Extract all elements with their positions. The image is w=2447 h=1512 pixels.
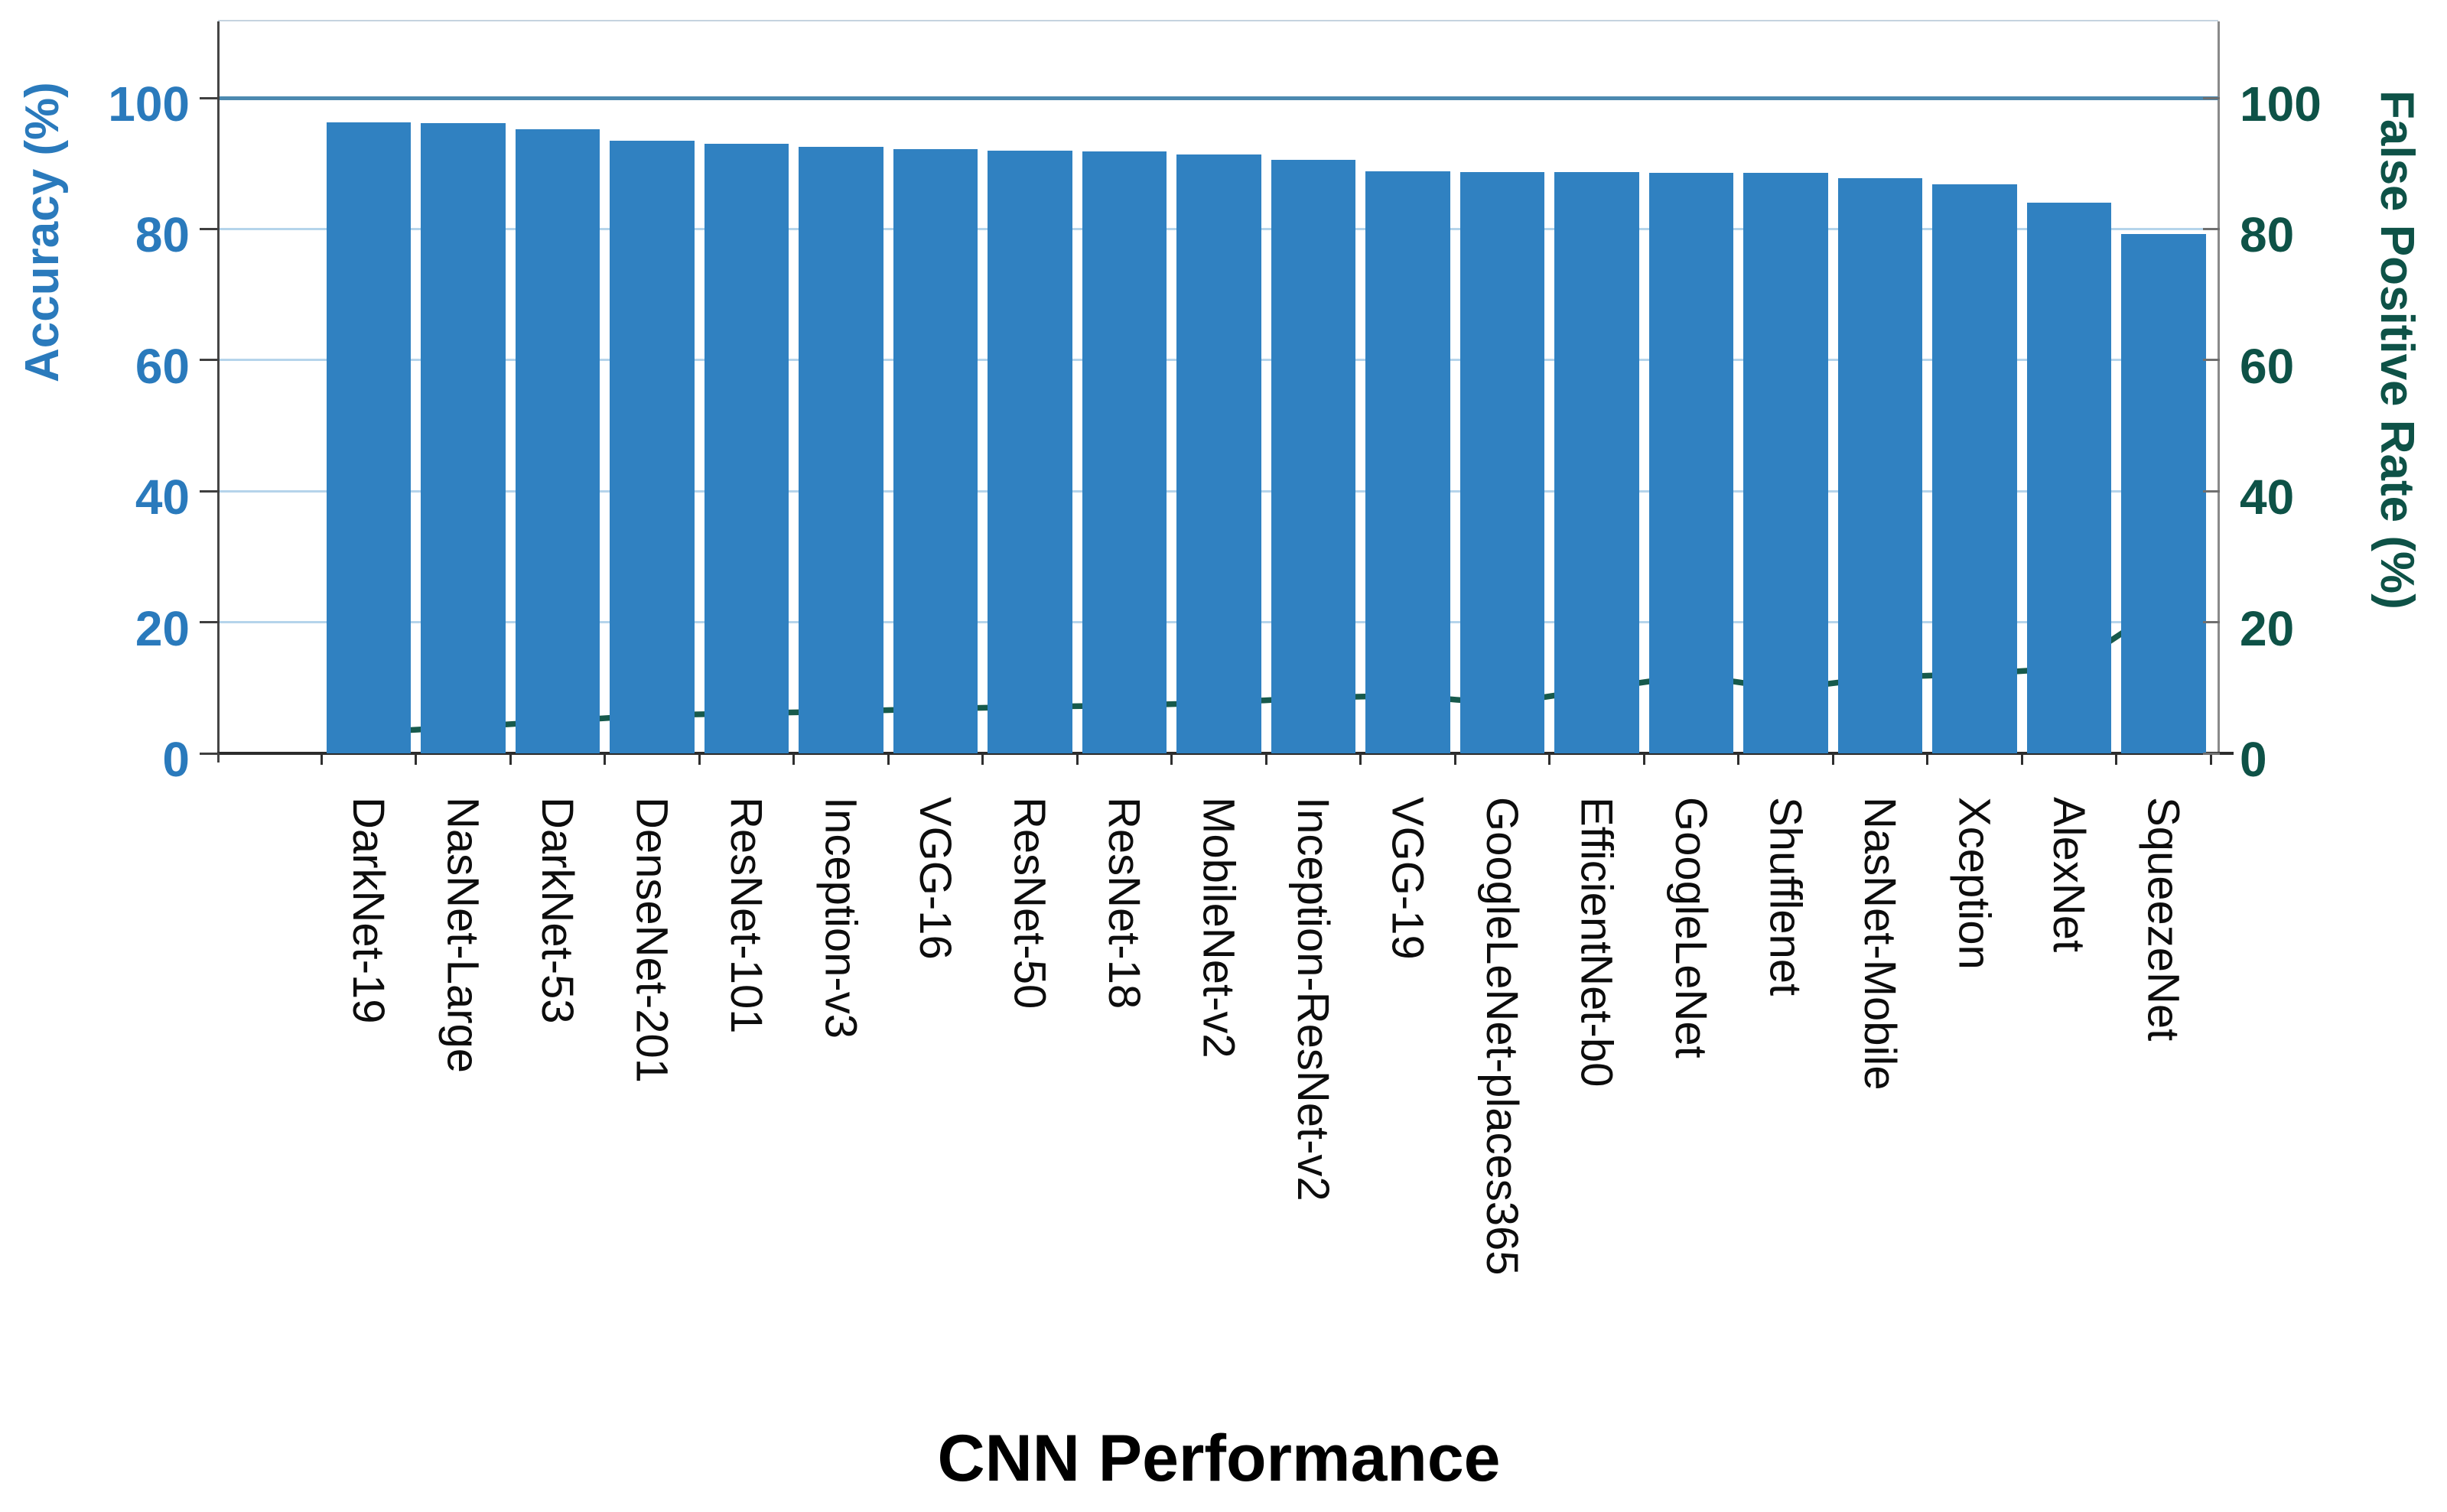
x-category-label: AlexNet: [2043, 797, 2094, 953]
left-axis-tick: [200, 489, 220, 493]
right-axis-tick: [2203, 752, 2220, 755]
left-tick-label: 60: [135, 338, 190, 394]
x-category-label: VGG-16: [909, 797, 960, 960]
x-category-label: Inception-v3: [815, 797, 866, 1039]
x-category-label: NasNet-Large: [438, 797, 488, 1074]
accuracy-bar: [893, 148, 978, 753]
right-axis-tick: [2203, 621, 2220, 624]
accuracy-bar: [2026, 203, 2111, 753]
left-tick-label: 80: [135, 207, 190, 263]
accuracy-bar: [1365, 171, 1450, 753]
accuracy-bar: [1743, 172, 1828, 753]
x-axis-tick: [981, 753, 984, 765]
x-category-label: ResNet-18: [1098, 797, 1149, 1010]
right-tick-label: 40: [2240, 470, 2295, 525]
left-axis-tick: [200, 96, 220, 99]
gridline-100: [220, 96, 2218, 100]
x-axis-tick: [887, 753, 890, 765]
x-category-label: MobileNet-v2: [1193, 797, 1244, 1058]
x-axis-tick: [1453, 753, 1456, 765]
x-axis-tick: [792, 753, 795, 765]
x-axis-tick: [320, 753, 323, 765]
x-category-label: GoogleLeNet: [1665, 797, 1716, 1058]
x-axis-tick: [604, 753, 606, 765]
x-category-label: Shufflenet: [1760, 797, 1811, 997]
right-tick-label: 60: [2240, 338, 2295, 394]
accuracy-bar: [1176, 154, 1261, 753]
accuracy-bar: [1554, 171, 1639, 753]
accuracy-bar: [799, 147, 883, 753]
right-tick-label: 20: [2240, 600, 2295, 656]
x-axis-tick: [1642, 753, 1645, 765]
right-axis-tick: [2203, 96, 2220, 99]
x-axis-tick: [1548, 753, 1551, 765]
accuracy-bar: [1648, 172, 1733, 753]
x-category-label: GoogleLeNet-places365: [1476, 797, 1527, 1276]
x-axis-tick: [1264, 753, 1267, 765]
accuracy-bar: [988, 150, 1072, 753]
right-axis-title: False Positive Rate (%): [2371, 90, 2423, 610]
x-category-label: Inception-ResNet-v2: [1287, 797, 1338, 1201]
x-category-label: ResNet-101: [721, 797, 771, 1034]
top-frame-line: [218, 20, 2218, 21]
right-axis-tick: [2203, 227, 2220, 230]
x-axis-tick: [698, 753, 701, 765]
left-axis-tick: [200, 227, 220, 230]
accuracy-bar: [1837, 178, 1922, 753]
right-axis-tick: [2203, 489, 2220, 493]
x-axis-tick: [415, 753, 417, 765]
left-tick-label: 100: [108, 76, 190, 132]
x-category-label: ResNet-50: [1004, 797, 1055, 1010]
chart-title: CNN Performance: [937, 1422, 1501, 1495]
right-tick-label: 80: [2240, 207, 2295, 263]
right-tick-label: 100: [2240, 76, 2322, 132]
accuracy-bar: [1271, 159, 1355, 753]
left-axis-tick: [200, 621, 220, 624]
right-axis-line: [2218, 21, 2220, 753]
x-axis-tick: [1926, 753, 1928, 765]
bottom-axis-line: [217, 752, 2234, 755]
accuracy-bar: [610, 140, 695, 753]
right-axis-tick: [2203, 359, 2220, 362]
x-axis-tick: [1831, 753, 1834, 765]
accuracy-bar: [1932, 184, 2017, 753]
accuracy-bar: [515, 129, 600, 753]
accuracy-bar: [421, 122, 506, 753]
left-axis-tick: [200, 752, 220, 755]
accuracy-bar: [326, 122, 411, 753]
x-axis-tick: [2020, 753, 2023, 765]
accuracy-bar: [1082, 151, 1167, 753]
x-category-label: DarkNet-19: [343, 797, 393, 1024]
x-axis-tick: [509, 753, 512, 765]
left-tick-label: 20: [135, 600, 190, 656]
x-axis-tick: [1075, 753, 1079, 765]
x-category-label: Xception: [1949, 797, 2000, 970]
left-tick-label: 40: [135, 470, 190, 525]
x-category-label: DarkNet-53: [532, 797, 582, 1024]
x-axis-tick: [1170, 753, 1173, 765]
x-category-label: VGG-19: [1382, 797, 1433, 960]
x-category-label: EfficientNet-b0: [1571, 797, 1622, 1088]
left-axis-line: [217, 21, 220, 763]
x-category-label: DenseNet-201: [626, 797, 677, 1083]
left-tick-label: 0: [162, 732, 190, 787]
accuracy-bar: [704, 143, 789, 753]
x-axis-tick: [1359, 753, 1362, 765]
x-axis-tick: [1737, 753, 1739, 765]
x-axis-tick: [2209, 753, 2212, 765]
x-category-label: NasNet-Mobile: [1854, 797, 1905, 1091]
right-tick-label: 0: [2240, 732, 2267, 787]
left-axis-tick: [200, 359, 220, 362]
accuracy-bar: [2121, 234, 2206, 753]
x-axis-tick: [2115, 753, 2117, 765]
x-category-label: SqueezeNet: [2138, 797, 2188, 1042]
accuracy-bar: [1459, 171, 1544, 753]
